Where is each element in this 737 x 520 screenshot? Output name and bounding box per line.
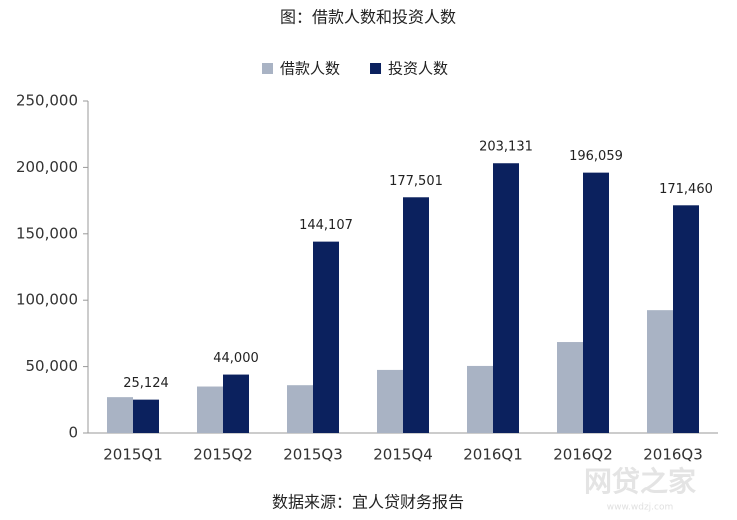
value-label: 171,460 [659, 182, 713, 197]
y-tick-label: 100,000 [16, 291, 78, 309]
y-tick-label: 250,000 [16, 92, 78, 110]
bar [493, 163, 519, 433]
bar [107, 397, 133, 433]
y-tick-label: 0 [68, 424, 78, 442]
x-tick-label: 2015Q3 [283, 446, 343, 464]
legend-swatch [262, 63, 273, 74]
value-label: 44,000 [213, 351, 259, 366]
x-tick-label: 2015Q1 [103, 446, 163, 464]
value-label: 196,059 [569, 149, 623, 164]
source-note: 数据来源：宜人贷财务报告 [272, 493, 464, 512]
x-tick-label: 2015Q4 [373, 446, 433, 464]
y-tick-label: 200,000 [16, 158, 78, 176]
x-tick-label: 2016Q2 [553, 446, 613, 464]
bar [583, 172, 609, 433]
x-tick-label: 2016Q1 [463, 446, 523, 464]
x-tick-label: 2015Q2 [193, 446, 253, 464]
bar [313, 241, 339, 433]
bar [287, 385, 313, 433]
legend-label: 投资人数 [388, 60, 448, 78]
bar [673, 205, 699, 433]
bar [133, 399, 159, 433]
bar [467, 365, 493, 433]
value-label: 144,107 [299, 218, 353, 233]
watermark-url: www.wdzj.com [607, 503, 674, 513]
value-label: 177,501 [389, 174, 443, 189]
x-tick-label: 2016Q3 [643, 446, 703, 464]
bar [557, 342, 583, 433]
y-tick-label: 150,000 [16, 224, 78, 242]
value-label: 25,124 [123, 376, 169, 391]
bar [197, 386, 223, 433]
watermark: 网贷之家 [584, 465, 696, 498]
bar [377, 369, 403, 433]
chart-title: 图：借款人数和投资人数 [280, 8, 456, 27]
value-label: 203,131 [479, 140, 533, 155]
bar [403, 197, 429, 433]
y-tick-label: 50,000 [26, 357, 79, 375]
legend-label: 借款人数 [280, 60, 340, 78]
legend-swatch [370, 63, 382, 74]
bar [223, 374, 249, 433]
bar [647, 310, 673, 433]
